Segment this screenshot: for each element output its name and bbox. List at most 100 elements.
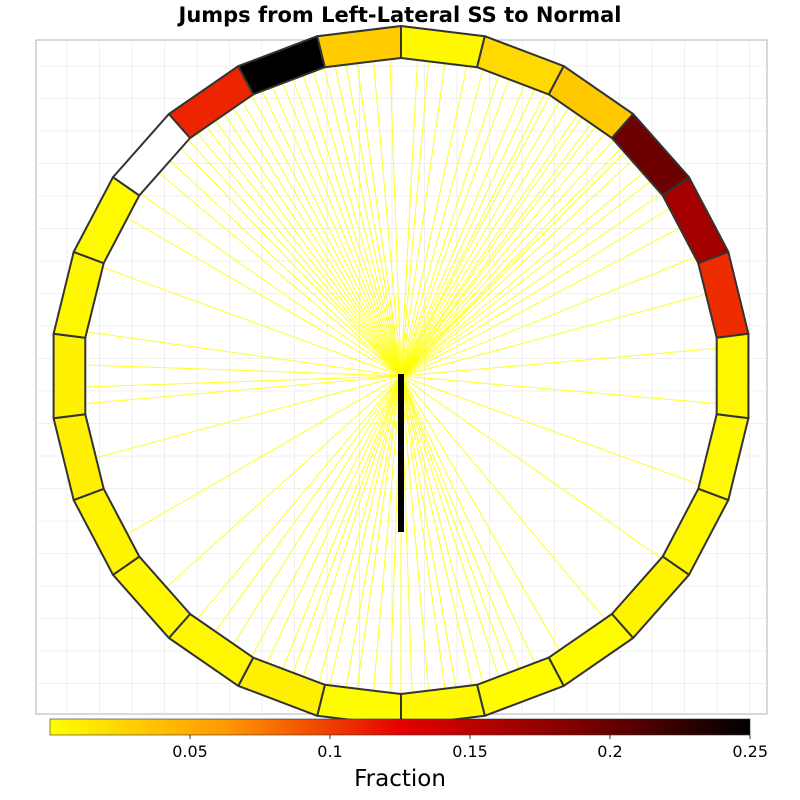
jump-line: [400, 375, 457, 690]
jump-line: [168, 158, 402, 377]
jump-line: [400, 61, 446, 377]
jump-line: [125, 216, 402, 377]
jump-line: [372, 59, 402, 377]
jump-line: [157, 171, 402, 377]
jump-line: [93, 375, 402, 459]
jump-line: [196, 375, 402, 620]
jump-line: [400, 68, 484, 377]
center-bar-group: [398, 374, 404, 532]
jump-line: [164, 375, 402, 590]
jump-line: [323, 67, 402, 377]
jump-line: [400, 146, 623, 377]
ring-segment: [715, 332, 750, 420]
jump-line: [400, 58, 419, 377]
jump-line: [291, 77, 402, 377]
jump-line: [302, 375, 402, 679]
jump-line: [400, 375, 484, 684]
colorbar-tick-label: 0.15: [452, 742, 488, 761]
jump-line: [318, 375, 402, 684]
jump-line: [400, 64, 468, 377]
jump-line: [356, 375, 402, 691]
jump-line: [261, 89, 402, 377]
jump-line: [266, 375, 402, 665]
colorbar-tick-label: 0.1: [317, 742, 342, 761]
jump-line: [400, 77, 511, 377]
jump-line: [84, 375, 402, 405]
jump-line: [291, 375, 402, 675]
jump-line: [400, 375, 430, 693]
jump-line: [232, 106, 402, 377]
jump-line: [345, 62, 402, 377]
jump-line: [232, 375, 402, 646]
center-bar: [398, 374, 404, 532]
jump-line: [125, 375, 402, 536]
jump-line: [400, 375, 446, 691]
jump-line: [281, 81, 402, 377]
jump-line: [102, 266, 402, 377]
jump-line: [400, 92, 546, 377]
jump-line: [400, 139, 615, 377]
jump-line: [140, 193, 402, 377]
jump-line: [400, 226, 683, 377]
colorbar-tick-label: 0.05: [172, 742, 208, 761]
jump-line: [400, 87, 536, 377]
jump-line: [251, 94, 402, 377]
jump-line: [196, 132, 402, 377]
jump-line: [400, 375, 700, 486]
jump-line: [222, 112, 402, 377]
colorbar-bar: [49, 718, 751, 736]
jump-line: [400, 375, 718, 405]
jump-line: [356, 61, 402, 377]
jump-line: [400, 375, 662, 559]
jump-line: [400, 100, 561, 377]
jump-line: [400, 193, 662, 377]
chart-title: Jumps from Left-Lateral SS to Normal: [178, 3, 622, 27]
jump-line: [372, 375, 402, 693]
jump-line: [400, 375, 536, 665]
jump-line: [334, 64, 402, 377]
jump-line: [83, 375, 402, 388]
jump-line: [312, 70, 402, 377]
jump-line: [400, 375, 473, 686]
jump-line: [179, 146, 402, 377]
colorbar-label: Fraction: [354, 766, 446, 792]
jump-line: [400, 150, 627, 377]
colorbar-tick-label: 0.25: [732, 742, 768, 761]
jump-line: [400, 347, 718, 377]
jump-line: [400, 106, 570, 377]
jump-line: [400, 125, 598, 377]
ring-segment: [316, 25, 402, 69]
jump-line: [400, 256, 696, 377]
jump-line: [271, 85, 402, 377]
jump-lines: [83, 58, 718, 694]
jump-line: [400, 115, 584, 377]
jump-line: [241, 100, 402, 377]
jump-line: [400, 112, 580, 377]
jump-line: [251, 375, 402, 658]
jump-line: [86, 331, 402, 377]
jump-line: [83, 364, 402, 377]
jump-line: [400, 179, 652, 377]
jump-line: [400, 121, 593, 377]
jump-line: [345, 375, 402, 690]
jump-line: [213, 375, 402, 634]
jump-line: [400, 375, 511, 675]
jump-line: [400, 94, 551, 377]
jump-line: [329, 375, 402, 686]
ring-segments: [52, 25, 750, 727]
colorbar-tick-label: 0.2: [597, 742, 622, 761]
jump-line: [400, 375, 500, 679]
jump-line: [400, 171, 645, 377]
ring-segment: [52, 332, 87, 420]
jump-line: [187, 139, 402, 377]
jump-line: [400, 207, 671, 377]
jump-line: [400, 375, 606, 620]
jump-line: [400, 59, 430, 377]
colorbar: 0.05 0.1 0.15 0.2 0.25 Fraction: [49, 718, 768, 792]
jump-line: [400, 375, 521, 671]
jump-line: [400, 132, 606, 377]
jump-line: [400, 293, 709, 377]
jump-line: [400, 73, 500, 377]
jump-line: [204, 125, 402, 377]
